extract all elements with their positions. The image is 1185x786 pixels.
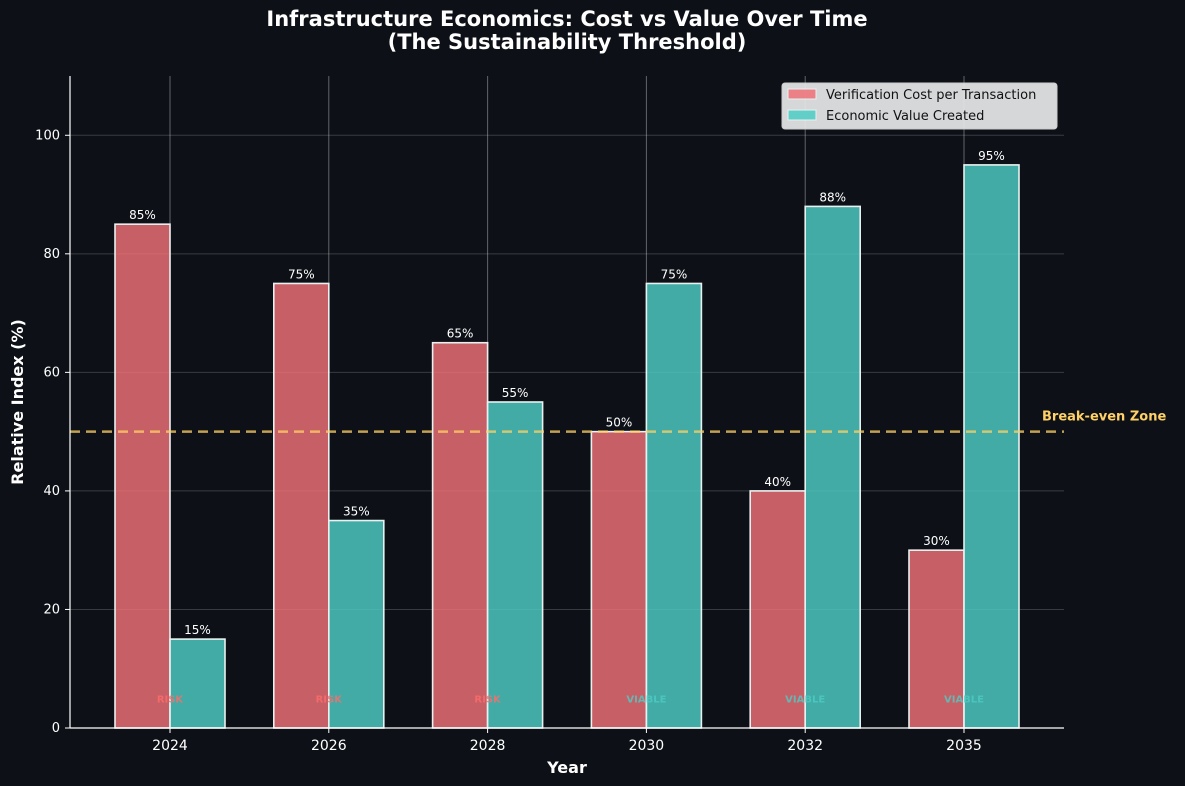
bar-cost bbox=[114, 223, 171, 729]
chart-subtitle: (The Sustainability Threshold) bbox=[388, 30, 747, 54]
bar-value bbox=[645, 282, 703, 729]
y-axis-label: Relative Index (%) bbox=[8, 319, 27, 485]
y-tick-label: 40 bbox=[43, 484, 60, 499]
x-tick-label: 2030 bbox=[629, 738, 665, 754]
data-label-value: 88% bbox=[819, 190, 846, 204]
legend-entry: Verification Cost per Transaction bbox=[826, 88, 1036, 103]
y-tick-label: 100 bbox=[35, 128, 60, 143]
y-tick-label: 0 bbox=[52, 721, 60, 736]
status-label: RISK bbox=[157, 694, 185, 705]
status-label: VIABLE bbox=[626, 694, 666, 705]
legend-swatch bbox=[787, 88, 817, 100]
legend-entry: Economic Value Created bbox=[826, 109, 984, 124]
bar-cost bbox=[590, 430, 648, 729]
bar-value bbox=[169, 638, 226, 729]
data-labels: 85% 75% 65% 50% 40% 30% 15% 35% 55% 75% 88% 95% RISK… bbox=[129, 149, 1005, 705]
x-tick-label: 2028 bbox=[470, 738, 506, 754]
bar-value bbox=[963, 164, 1020, 729]
status-label: VIABLE bbox=[944, 694, 984, 705]
data-label-value: 75% bbox=[661, 267, 688, 281]
bar-cost bbox=[749, 490, 807, 729]
x-tick-label: 2035 bbox=[946, 738, 982, 754]
data-label-value: 55% bbox=[502, 386, 529, 400]
x-tick-label: 2032 bbox=[787, 738, 823, 754]
y-tick-label: 80 bbox=[43, 247, 60, 262]
legend-swatch bbox=[787, 109, 817, 121]
bar-cost bbox=[272, 282, 330, 729]
chart-title: Infrastructure Economics: Cost vs Value … bbox=[266, 7, 867, 31]
threshold: Break-even Zone bbox=[70, 410, 1166, 433]
bar-value bbox=[327, 519, 385, 729]
y-tick-label: 20 bbox=[43, 602, 60, 617]
axes: 0 20 40 60 80 100 2024 2026 2028 2030 2032 2035 bbox=[35, 76, 1064, 754]
data-label-cost: 50% bbox=[606, 416, 633, 430]
data-label-cost: 30% bbox=[923, 534, 950, 548]
legend-box bbox=[781, 82, 1058, 130]
bars bbox=[114, 164, 1020, 729]
bar-cost bbox=[908, 549, 965, 729]
y-tick-label: 60 bbox=[43, 365, 60, 380]
status-label: VIABLE bbox=[785, 694, 825, 705]
status-label: RISK bbox=[316, 694, 344, 705]
bar-value bbox=[804, 205, 862, 729]
data-label-value: 35% bbox=[343, 505, 370, 519]
legend: Verification Cost per Transaction Economi… bbox=[781, 82, 1058, 130]
x-tick-label: 2026 bbox=[311, 738, 347, 754]
data-label-value: 95% bbox=[978, 149, 1005, 163]
x-tick-label: 2024 bbox=[152, 738, 188, 754]
data-label-cost: 85% bbox=[129, 208, 156, 222]
data-label-value: 15% bbox=[184, 623, 211, 637]
data-label-cost: 75% bbox=[288, 267, 315, 281]
threshold-annotation: Break-even Zone bbox=[1042, 410, 1166, 425]
bar-cost bbox=[431, 341, 489, 729]
data-label-cost: 40% bbox=[764, 475, 791, 489]
x-axis-label: Year bbox=[546, 758, 587, 777]
status-label: RISK bbox=[474, 694, 502, 705]
data-label-cost: 65% bbox=[447, 327, 474, 341]
bar-value bbox=[486, 401, 544, 729]
